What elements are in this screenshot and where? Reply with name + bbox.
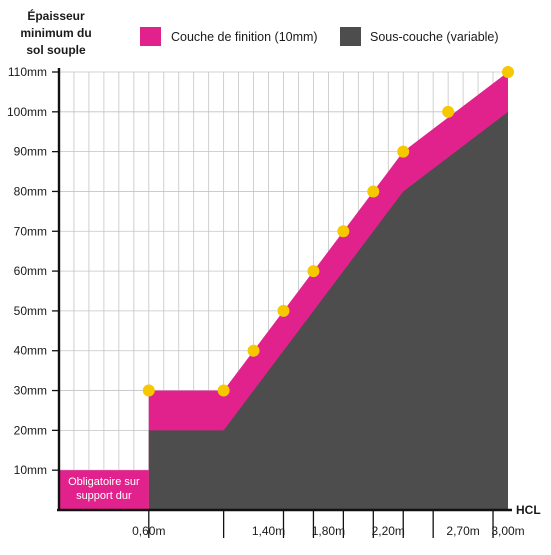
y-tick-label: 110mm bbox=[8, 65, 47, 79]
data-point bbox=[397, 145, 410, 158]
x-axis-title: HCL bbox=[516, 503, 541, 517]
annotation-box bbox=[59, 470, 149, 510]
x-tick-label: 0,60m bbox=[132, 524, 165, 538]
data-point bbox=[367, 185, 380, 198]
legend-swatch-sous-couche bbox=[340, 27, 361, 46]
y-axis-title-line: sol souple bbox=[26, 43, 86, 57]
y-tick-label: 100mm bbox=[7, 105, 47, 119]
x-tick-label: 2,20m bbox=[372, 524, 405, 538]
data-point bbox=[307, 265, 320, 278]
x-tick-label: 2,70m bbox=[446, 524, 479, 538]
annotation-line: Obligatoire sur bbox=[68, 476, 140, 488]
y-tick-label: 50mm bbox=[14, 304, 47, 318]
areas bbox=[148, 72, 509, 511]
data-point bbox=[247, 344, 260, 357]
data-point bbox=[502, 66, 514, 78]
x-tick-label: 1,80m bbox=[312, 524, 345, 538]
y-axis-title: Épaisseur minimum du sol souple bbox=[20, 8, 91, 57]
y-axis-title-line: minimum du bbox=[20, 26, 91, 40]
y-tick-label: 20mm bbox=[14, 423, 47, 437]
axes: 10mm 20mm 30mm 40mm 50mm 60mm 70mm 80mm 90mm 100m… bbox=[7, 65, 525, 538]
annotation: Obligatoire sur support dur bbox=[59, 470, 149, 510]
y-axis-title-line: Épaisseur bbox=[27, 8, 85, 23]
y-tick-label: 30mm bbox=[14, 384, 47, 398]
y-tick-label: 40mm bbox=[14, 344, 47, 358]
data-point bbox=[442, 105, 455, 118]
x-tick-label: 3,00m bbox=[491, 524, 524, 538]
y-tick-label: 80mm bbox=[14, 184, 47, 198]
y-tick-label: 90mm bbox=[14, 145, 47, 159]
data-point bbox=[217, 384, 230, 397]
data-point bbox=[142, 384, 155, 397]
data-points bbox=[142, 66, 514, 397]
legend-label-finition: Couche de finition (10mm) bbox=[171, 30, 318, 44]
y-tick-label: 60mm bbox=[14, 264, 47, 278]
x-tick-label: 1,40m bbox=[252, 524, 285, 538]
y-tick-label: 10mm bbox=[14, 463, 47, 477]
legend-swatch-finition bbox=[140, 27, 161, 46]
legend: Couche de finition (10mm) Sous-couche (v… bbox=[140, 27, 499, 46]
data-point bbox=[337, 225, 350, 238]
y-tick-label: 70mm bbox=[14, 224, 47, 238]
area-sous-couche bbox=[148, 111, 509, 511]
annotation-line: support dur bbox=[76, 490, 132, 502]
data-point bbox=[277, 304, 290, 317]
legend-label-sous-couche: Sous-couche (variable) bbox=[370, 30, 499, 44]
